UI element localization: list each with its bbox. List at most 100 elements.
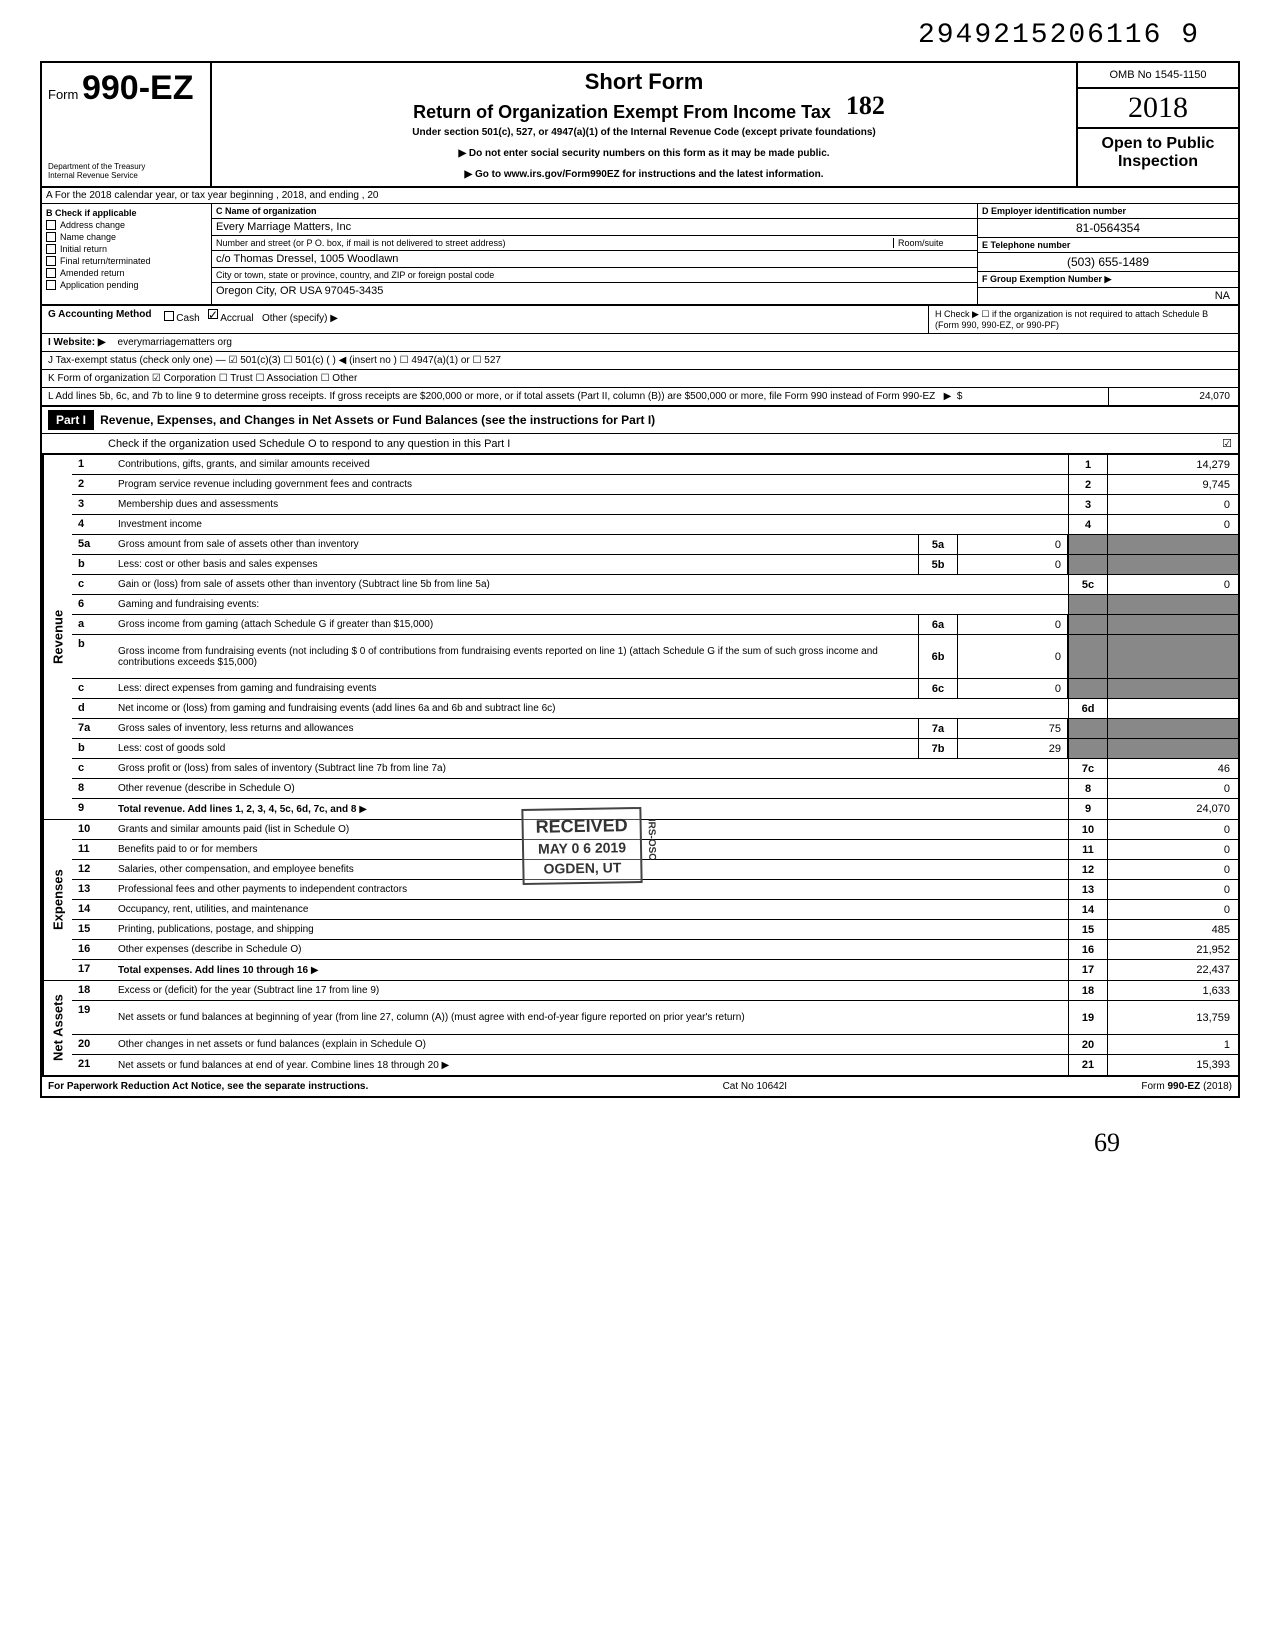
city-label: City or town, state or province, country… xyxy=(212,268,977,283)
return-title: Return of Organization Exempt From Incom… xyxy=(222,95,1066,125)
line-a: A For the 2018 calendar year, or tax yea… xyxy=(42,188,1238,204)
form-number: Form 990-EZ xyxy=(48,69,204,108)
line-6c: cLess: direct expenses from gaming and f… xyxy=(72,679,1238,699)
line-a-text: A For the 2018 calendar year, or tax yea… xyxy=(42,188,1238,203)
check-pending[interactable]: Application pending xyxy=(46,280,207,290)
goto-note: ▶ Go to www.irs.gov/Form990EZ for instru… xyxy=(222,169,1066,180)
line-21: 21Net assets or fund balances at end of … xyxy=(72,1055,1238,1075)
line-i: I Website: ▶ everymarriagematters org xyxy=(42,334,1238,352)
part1-badge: Part I xyxy=(48,410,94,430)
line-j: J Tax-exempt status (check only one) — ☑… xyxy=(42,352,1238,370)
line-j-text: J Tax-exempt status (check only one) — ☑… xyxy=(42,352,1238,369)
right-header: OMB No 1545-1150 20201818 Open to Public… xyxy=(1078,63,1238,186)
line-l: L Add lines 5b, 6c, and 7b to line 9 to … xyxy=(42,388,1238,407)
stamp-received: RECEIVED xyxy=(535,813,627,840)
received-stamp: RECEIVED MAY 0 6 2019 OGDEN, UT IRS-OSC xyxy=(521,807,642,885)
stamp-date: MAY 0 6 2019 xyxy=(536,838,628,859)
line-i-label: I Website: ▶ xyxy=(42,334,112,351)
line-g-label: G Accounting Method xyxy=(42,306,158,333)
line-7b: bLess: cost of goods sold7b29 xyxy=(72,739,1238,759)
form-footer: For Paperwork Reduction Act Notice, see … xyxy=(42,1077,1238,1096)
line-19: 19Net assets or fund balances at beginni… xyxy=(72,1001,1238,1035)
title-cell: Short Form Return of Organization Exempt… xyxy=(212,63,1078,186)
check-label: Application pending xyxy=(60,280,139,290)
line-15: 15Printing, publications, postage, and s… xyxy=(72,920,1238,940)
form-header: Form 990-EZ Department of the Treasury I… xyxy=(42,63,1238,188)
netassets-lines: 18Excess or (deficit) for the year (Subt… xyxy=(72,981,1238,1075)
check-label: Amended return xyxy=(60,268,125,278)
ein-value: 81-0564354 xyxy=(978,219,1238,238)
part1-check-note: Check if the organization used Schedule … xyxy=(48,438,1222,450)
section-b-label: B Check if applicable xyxy=(46,208,207,218)
section-c: C Name of organization Every Marriage Ma… xyxy=(212,204,978,304)
check-address-change[interactable]: Address change xyxy=(46,220,207,230)
accrual-checkbox[interactable] xyxy=(208,309,218,319)
line-g-content: Cash Accrual Other (specify) ▶ xyxy=(158,306,928,333)
check-final-return[interactable]: Final return/terminated xyxy=(46,256,207,266)
line-16: 16Other expenses (describe in Schedule O… xyxy=(72,940,1238,960)
line-14: 14Occupancy, rent, utilities, and mainte… xyxy=(72,900,1238,920)
tax-year: 20201818 xyxy=(1078,89,1238,129)
group-exempt-value: NA xyxy=(978,288,1238,304)
org-city: Oregon City, OR USA 97045-3435 xyxy=(212,283,977,299)
check-name-change[interactable]: Name change xyxy=(46,232,207,242)
omb-number: OMB No 1545-1150 xyxy=(1078,63,1238,89)
handwritten-182: 182 xyxy=(846,91,885,120)
website-value: everymarriagematters org xyxy=(112,334,1238,351)
part1-check-row: Check if the organization used Schedule … xyxy=(42,434,1238,455)
line-1: 1Contributions, gifts, grants, and simil… xyxy=(72,455,1238,475)
line-5a: 5aGross amount from sale of assets other… xyxy=(72,535,1238,555)
check-label: Address change xyxy=(60,220,125,230)
ein-label: D Employer identification number xyxy=(978,204,1238,219)
line-18: 18Excess or (deficit) for the year (Subt… xyxy=(72,981,1238,1001)
line-7c: cGross profit or (loss) from sales of in… xyxy=(72,759,1238,779)
cash-checkbox[interactable] xyxy=(164,311,174,321)
netassets-side-label: Net Assets xyxy=(42,981,72,1075)
line-l-value: 24,070 xyxy=(1108,388,1238,405)
footer-left: For Paperwork Reduction Act Notice, see … xyxy=(48,1081,368,1092)
line-k-text: K Form of organization ☑ Corporation ☐ T… xyxy=(42,370,1238,387)
check-initial-return[interactable]: Initial return xyxy=(46,244,207,254)
line-6d: dNet income or (loss) from gaming and fu… xyxy=(72,699,1238,719)
line-6a: aGross income from gaming (attach Schedu… xyxy=(72,615,1238,635)
line-12: 12Salaries, other compensation, and empl… xyxy=(72,860,1238,880)
line-9: 9Total revenue. Add lines 1, 2, 3, 4, 5c… xyxy=(72,799,1238,819)
check-amended[interactable]: Amended return xyxy=(46,268,207,278)
line-17: 17Total expenses. Add lines 10 through 1… xyxy=(72,960,1238,980)
tracking-number: 2949215206116 9 xyxy=(40,20,1240,51)
form-990ez: Form 990-EZ Department of the Treasury I… xyxy=(40,61,1240,1098)
line-20: 20Other changes in net assets or fund ba… xyxy=(72,1035,1238,1055)
handwritten-69: 69 xyxy=(40,1098,1240,1158)
line-h: H Check ▶ ☐ if the organization is not r… xyxy=(928,306,1238,333)
check-label: Final return/terminated xyxy=(60,256,151,266)
line-13: 13Professional fees and other payments t… xyxy=(72,880,1238,900)
addr-label: Number and street (or P O. box, if mail … xyxy=(216,238,893,248)
line-l-text: L Add lines 5b, 6c, and 7b to line 9 to … xyxy=(42,388,1108,405)
return-title-text: Return of Organization Exempt From Incom… xyxy=(413,102,831,122)
phone-label: E Telephone number xyxy=(978,238,1238,253)
revenue-table: Revenue 1Contributions, gifts, grants, a… xyxy=(42,455,1238,820)
line-2: 2Program service revenue including gover… xyxy=(72,475,1238,495)
section-bcdef: B Check if applicable Address change Nam… xyxy=(42,204,1238,306)
org-name-label: C Name of organization xyxy=(212,204,977,219)
line-3: 3Membership dues and assessments30 xyxy=(72,495,1238,515)
department-label: Department of the Treasury Internal Reve… xyxy=(48,162,204,180)
stamp-location: OGDEN, UT xyxy=(536,858,628,879)
subtitle: Under section 501(c), 527, or 4947(a)(1)… xyxy=(222,127,1066,138)
part1-checkbox[interactable]: ☑ xyxy=(1222,437,1232,450)
form-prefix: Form xyxy=(48,87,78,102)
accrual-label: Accrual xyxy=(220,313,253,324)
line-5c: cGain or (loss) from sale of assets othe… xyxy=(72,575,1238,595)
addr-label-row: Number and street (or P O. box, if mail … xyxy=(212,236,977,251)
line-6: 6Gaming and fundraising events: xyxy=(72,595,1238,615)
part1-header-row: Part I Revenue, Expenses, and Changes in… xyxy=(42,407,1238,434)
form-number-big: 990-EZ xyxy=(82,69,194,107)
cash-label: Cash xyxy=(176,313,199,324)
line-5b: bLess: cost or other basis and sales exp… xyxy=(72,555,1238,575)
expenses-side-label: Expenses xyxy=(42,820,72,980)
short-form-label: Short Form xyxy=(222,69,1066,95)
phone-value: (503) 655-1489 xyxy=(978,253,1238,272)
expenses-table: Expenses 10Grants and similar amounts pa… xyxy=(42,820,1238,981)
revenue-side-label: Revenue xyxy=(42,455,72,819)
line-4: 4Investment income40 xyxy=(72,515,1238,535)
